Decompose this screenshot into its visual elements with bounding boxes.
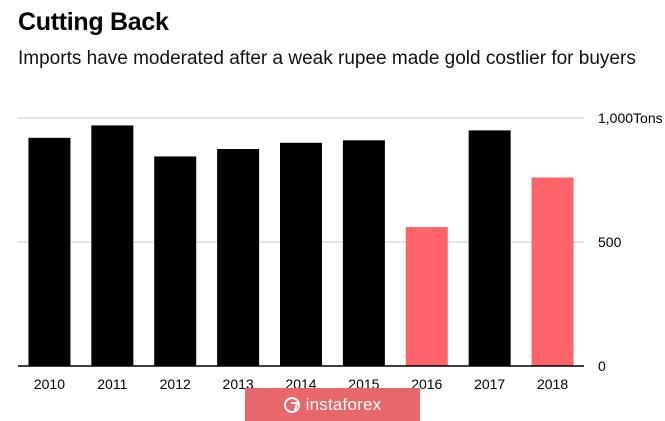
bar: [280, 142, 322, 366]
x-tick-label: 2017: [474, 376, 505, 392]
chart-subtitle: Imports have moderated after a weak rupe…: [18, 48, 636, 69]
chart-title: Cutting Back: [18, 8, 169, 36]
instaforex-watermark: instaforex: [245, 388, 420, 421]
bar: [531, 177, 574, 366]
y-tick-label: 0: [598, 358, 606, 374]
watermark-text: instaforex: [305, 394, 382, 414]
x-tick-label: 2010: [34, 376, 65, 392]
x-tick-label: 2011: [97, 376, 127, 392]
bar: [154, 156, 197, 366]
bar: [28, 137, 71, 366]
y-tick-label: 1,000Tons: [598, 110, 663, 126]
bar: [91, 125, 134, 366]
y-tick-label: 500: [598, 234, 622, 250]
bar: [468, 130, 511, 366]
bar: [217, 149, 260, 366]
x-tick-label: 2012: [160, 376, 191, 392]
bar: [342, 140, 385, 366]
x-tick-label: 2018: [537, 376, 568, 392]
bar: [405, 227, 448, 366]
instaforex-logo-icon: [283, 396, 300, 413]
